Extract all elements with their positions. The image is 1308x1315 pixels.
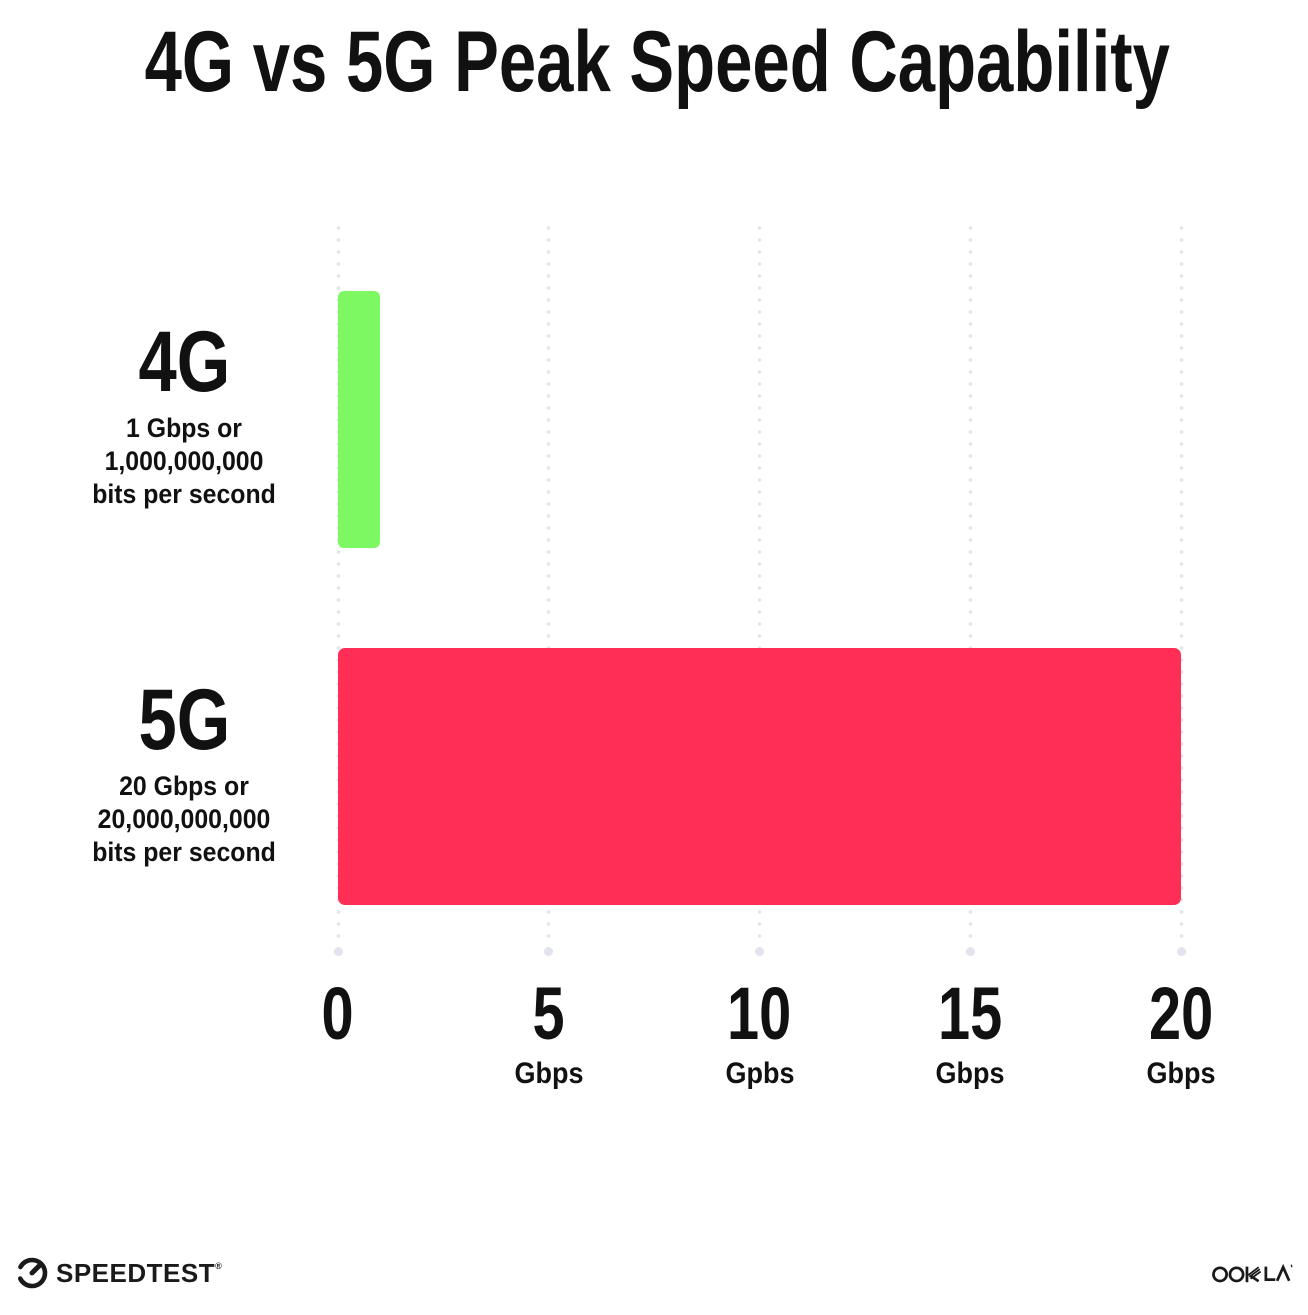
x-tick-10-unit: Gpbs: [724, 1057, 794, 1090]
row-label-4g-line3: bits per second: [92, 479, 276, 509]
bar-5g: [338, 648, 1181, 905]
row-label-5g: 5G 20 Gbps or 20,000,000,000 bits per se…: [38, 672, 330, 869]
x-tick-0-value: 0: [321, 972, 355, 1055]
gridline-0: [333, 222, 343, 956]
gridline-20: [1176, 222, 1186, 956]
chart-area: [333, 222, 1186, 956]
row-label-4g-sublabel: 1 Gbps or 1,000,000,000 bits per second: [50, 412, 319, 511]
chart-title-text: 4G vs 5G Peak Speed Capability: [144, 14, 1170, 110]
x-axis: 0 5 Gbps 10 Gpbs 15 Gbps 20 Gbps: [322, 972, 1216, 1098]
gridline-5: [544, 222, 554, 956]
row-label-4g-line1: 1 Gbps or: [126, 413, 242, 443]
x-tick-5-value: 5: [532, 972, 565, 1055]
x-tick-5: 5 Gbps: [439, 972, 659, 1090]
x-tick-20: 20 Gbps: [1071, 972, 1291, 1090]
speedtest-trademark: ®: [215, 1261, 223, 1271]
speedtest-wordmark: SPEEDTEST®: [56, 1258, 223, 1288]
x-tick-15: 15 Gbps: [860, 972, 1080, 1090]
row-label-5g-line3: bits per second: [92, 837, 276, 867]
gridline-15: [965, 222, 975, 956]
ookla-logo: [1212, 1258, 1294, 1291]
x-tick-20-unit: Gbps: [1146, 1057, 1216, 1090]
bar-4g: [338, 291, 381, 548]
x-tick-20-value: 20: [1148, 972, 1214, 1055]
row-label-4g: 4G 1 Gbps or 1,000,000,000 bits per seco…: [38, 314, 330, 511]
gridline-10: [755, 222, 764, 956]
x-tick-15-unit: Gbps: [935, 1057, 1005, 1090]
row-label-5g-line2: 20,000,000,000: [97, 804, 271, 834]
row-label-4g-heading: 4G: [138, 314, 230, 410]
x-tick-15-value: 15: [938, 972, 1003, 1055]
row-label-5g-line1: 20 Gbps or: [119, 771, 249, 801]
x-tick-10: 10 Gpbs: [650, 972, 870, 1090]
ookla-logo-icon: [1212, 1258, 1294, 1286]
chart-title: 4G vs 5G Peak Speed Capability: [0, 16, 1308, 108]
speedtest-logo: SPEEDTEST®: [15, 1256, 222, 1290]
speedtest-gauge-icon: [15, 1256, 49, 1290]
row-label-5g-heading: 5G: [138, 672, 230, 768]
x-tick-5-unit: Gbps: [514, 1057, 584, 1090]
x-tick-10-value: 10: [727, 972, 792, 1055]
row-label-4g-line2: 1,000,000,000: [104, 446, 264, 476]
x-tick-0: 0: [228, 972, 448, 1058]
row-label-5g-sublabel: 20 Gbps or 20,000,000,000 bits per secon…: [50, 770, 319, 869]
